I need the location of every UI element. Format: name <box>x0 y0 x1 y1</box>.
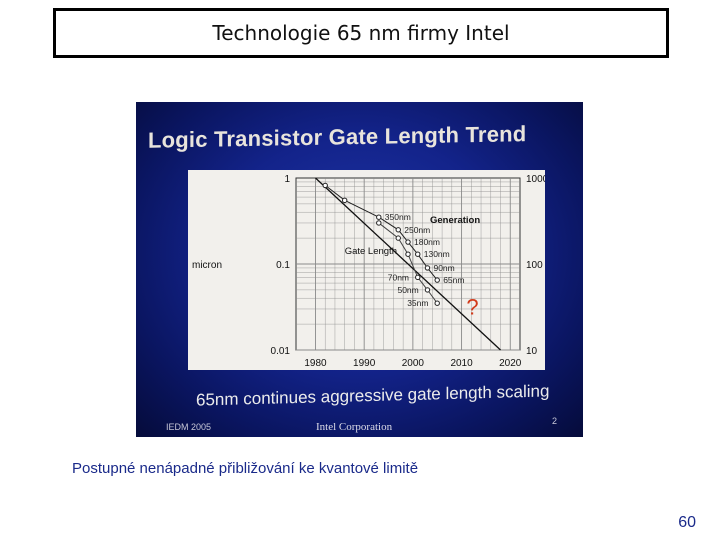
point-label: 130nm <box>424 249 450 259</box>
footer-right: 2 <box>552 416 558 426</box>
data-point <box>405 239 411 245</box>
point-label: 180nm <box>414 237 440 247</box>
data-point <box>376 214 382 220</box>
x-tick-label: 2000 <box>402 358 425 369</box>
x-tick-label: 2010 <box>450 358 473 369</box>
point-label: 350nm <box>385 212 411 222</box>
y-right-tick-label: 1000 <box>526 174 545 185</box>
point-label: 65nm <box>443 275 464 285</box>
caption: Postupné nenápadné přibližování ke kvant… <box>72 460 419 477</box>
question-mark-annotation: ? <box>466 294 478 319</box>
y-left-tick-label: 0.01 <box>271 346 291 357</box>
point-label: 250nm <box>404 225 430 235</box>
x-tick-label: 1980 <box>304 358 327 369</box>
data-point <box>415 274 421 281</box>
page-number: 60 <box>678 514 696 531</box>
generation-annotation: Generation <box>430 215 480 226</box>
gate-length-annotation: Gate Length <box>345 246 397 257</box>
footer-left: IEDM 2005 <box>166 422 212 432</box>
data-point <box>415 251 421 257</box>
y-left-tick-label: 0.1 <box>276 260 290 271</box>
x-tick-label: 2020 <box>499 358 522 369</box>
data-point <box>341 197 348 204</box>
x-tick-label: 1990 <box>353 358 376 369</box>
data-point <box>424 287 431 293</box>
photo-subtitle: 65nm continues aggressive gate length sc… <box>196 381 550 410</box>
series-line-0 <box>324 185 438 281</box>
chart-photo: Logic Transistor Gate Length Trend 1 0.1 0… <box>136 102 583 437</box>
data-point <box>376 220 382 226</box>
data-point <box>322 182 328 189</box>
data-point <box>395 235 401 241</box>
trend-chart: 1 0.1 0.01 1000 100 10 1980 1990 2000 2010 2020 mic… <box>192 174 564 369</box>
point-label: 70nm <box>388 272 409 282</box>
slide-title-box: Technologie 65 nm firmy Intel <box>53 8 669 58</box>
trend-line <box>315 177 501 351</box>
data-point <box>405 251 411 257</box>
point-label: 50nm <box>397 285 418 295</box>
y-left-axis-label: micron <box>192 260 222 271</box>
y-left-tick-label: 1 <box>284 174 290 185</box>
data-point <box>434 277 440 283</box>
plot-panel: 1 0.1 0.01 1000 100 10 1980 1990 2000 2010 2020 mic… <box>188 170 564 370</box>
series-line-1 <box>378 222 438 304</box>
data-point <box>395 227 401 233</box>
slide-title: Technologie 65 nm firmy Intel <box>212 21 510 45</box>
point-label: 90nm <box>433 263 454 273</box>
y-right-tick-label: 10 <box>526 346 538 357</box>
photo-chart-title: Logic Transistor Gate Length Trend <box>148 121 527 153</box>
data-point <box>434 300 440 306</box>
point-label: 35nm <box>407 298 428 308</box>
data-point <box>424 265 431 271</box>
y-right-tick-label: 100 <box>526 260 543 271</box>
footer-center: Intel Corporation <box>316 421 393 433</box>
